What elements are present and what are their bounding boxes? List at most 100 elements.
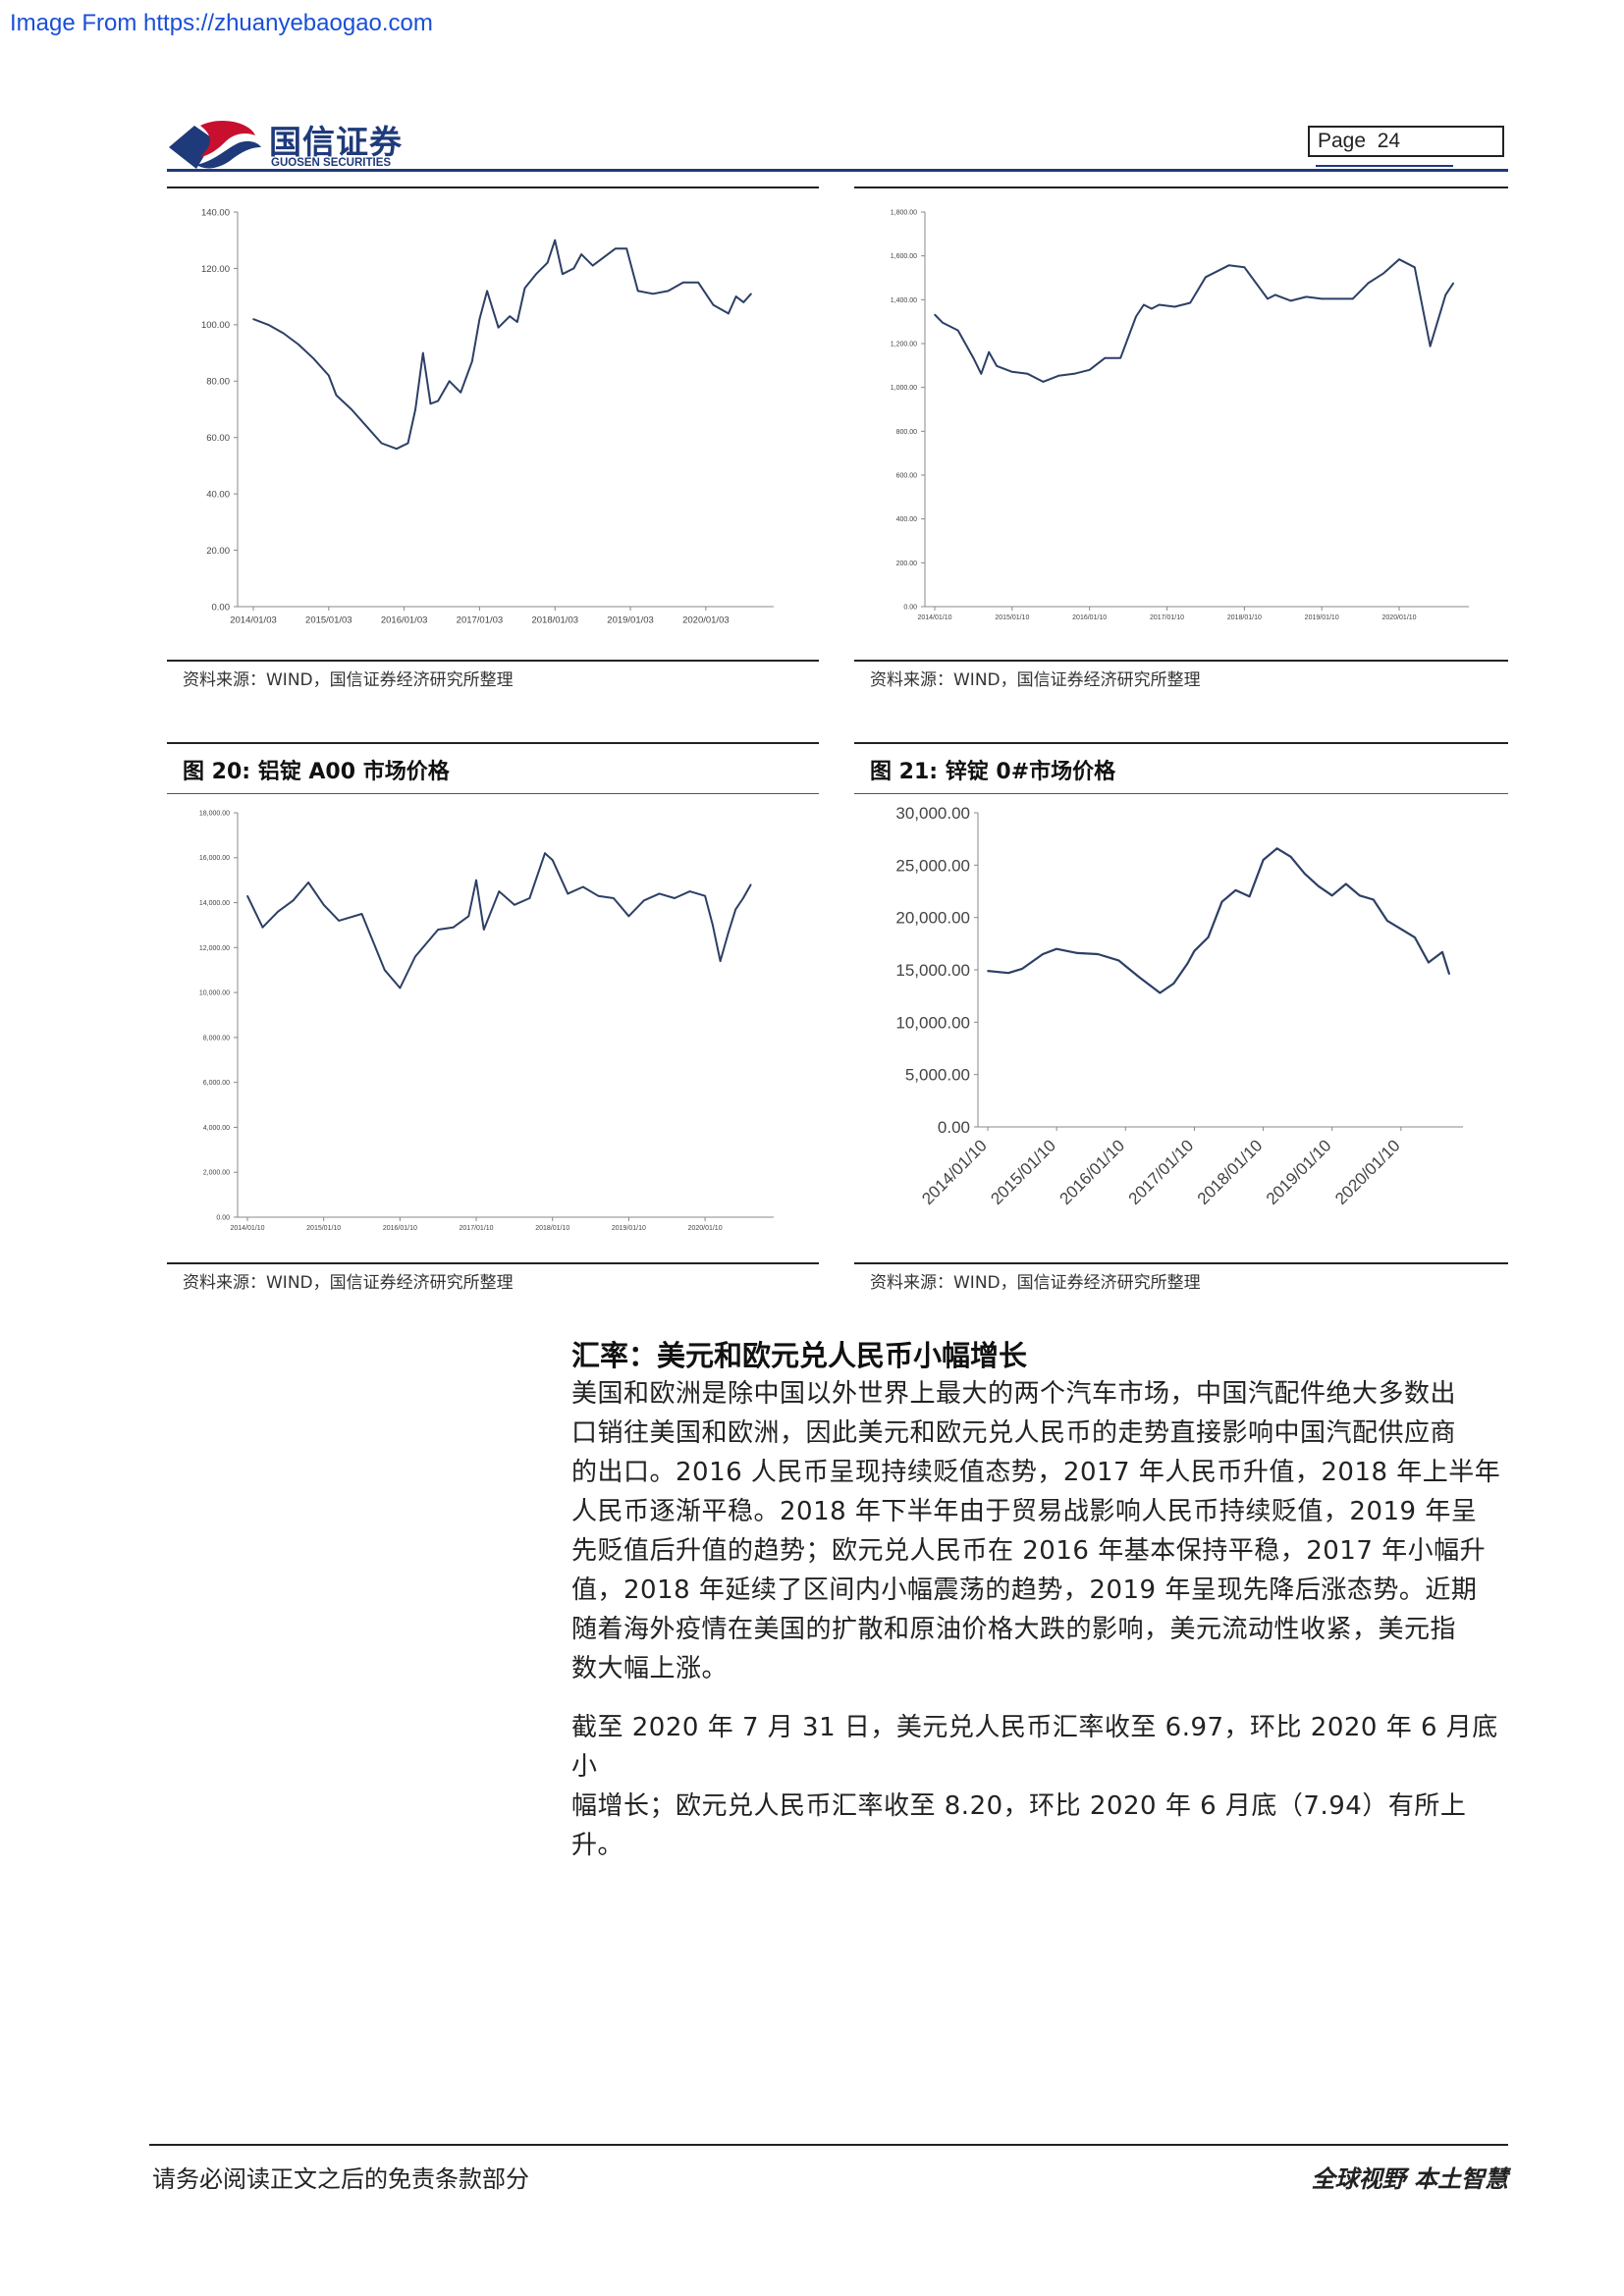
paragraph-latest-rates: 截至 2020 年 7 月 31 日，美元兑人民币汇率收至 6.97，环比 20… [571, 1708, 1509, 1865]
data-point [973, 357, 975, 359]
data-point [750, 883, 752, 885]
y-tick-label: 20,000.00 [895, 909, 970, 928]
data-point [298, 344, 299, 346]
y-tick-label: 800.00 [896, 429, 918, 436]
data-point [1383, 273, 1385, 275]
x-tick-label: 2019/01/10 [612, 1225, 646, 1232]
y-tick-label: 1,600.00 [891, 253, 917, 260]
x-tick-label: 2014/01/10 [230, 1225, 264, 1232]
data-point [1331, 895, 1333, 897]
data-point [449, 381, 451, 383]
x-tick-label: 2020/01/03 [682, 614, 730, 625]
data-point [554, 240, 556, 241]
data-point [652, 294, 654, 295]
data-point [568, 893, 569, 895]
data-point [735, 295, 737, 297]
panel-bottom-right: 图 21: 锌锭 0#市场价格 30,000.00 25,000.00 20,000… [854, 742, 1508, 1292]
data-point [1445, 294, 1447, 296]
source-note: 资料来源：WIND，国信证券经济研究所整理 [183, 1268, 514, 1293]
paragraph-line: 美国和欧洲是除中国以外世界上最大的两个汽车市场，中国汽配件绝大多数出 [571, 1374, 1509, 1414]
x-tick-label: 2019/01/10 [1305, 614, 1339, 621]
footer-disclaimer: 请务必阅读正文之后的免责条款部分 [152, 2160, 529, 2194]
y-tick-label: 200.00 [896, 561, 918, 567]
x-tick-label: 2018/01/03 [531, 614, 578, 625]
data-point [479, 318, 481, 320]
data-point [1159, 304, 1161, 306]
data-point [509, 315, 511, 317]
data-point [1174, 306, 1176, 308]
data-point [996, 365, 998, 367]
paragraph-line: 口销往美国和欧洲，因此美元和欧元兑人民币的走势直接影响中国汽配供应商 [571, 1414, 1509, 1453]
data-point [1386, 920, 1388, 922]
data-point [1135, 316, 1137, 318]
y-tick-label: 10,000.00 [199, 990, 230, 997]
data-point [1043, 381, 1045, 383]
data-point [1228, 265, 1230, 267]
data-point [1007, 972, 1009, 974]
watermark-link[interactable]: Image From https://zhuanyebaogao.com [10, 10, 433, 37]
data-point [1244, 267, 1246, 269]
data-point [625, 248, 627, 250]
data-point [1359, 895, 1361, 897]
data-point [720, 960, 722, 962]
panel-top-rule [854, 187, 1508, 188]
y-tick-label: 1,000.00 [891, 385, 917, 392]
data-point [728, 313, 730, 315]
data-point [1105, 357, 1107, 359]
data-point [396, 448, 398, 450]
x-tick-label: 2019/01/10 [1263, 1136, 1335, 1208]
data-point [674, 897, 676, 899]
data-point [1263, 859, 1265, 861]
figure-title-rule [167, 793, 819, 794]
y-tick-label: 0.00 [212, 602, 231, 613]
data-point [475, 880, 477, 881]
data-point [351, 408, 352, 410]
page-number: 24 [1378, 130, 1400, 152]
data-point [544, 852, 546, 854]
data-point [628, 916, 630, 918]
data-point [1318, 885, 1320, 887]
figure-title-rule [854, 793, 1508, 794]
data-point [1118, 960, 1120, 962]
data-point [400, 988, 402, 989]
paragraph-exchange-rate-trend: 美国和欧洲是除中国以外世界上最大的两个汽车市场，中国汽配件绝大多数出 口销往美国和… [571, 1374, 1509, 1688]
y-tick-label: 80.00 [206, 377, 230, 388]
data-point [1194, 950, 1196, 952]
data-point [437, 929, 439, 931]
panel-bottom-rule [167, 660, 819, 662]
data-point [1205, 277, 1207, 279]
footer-rule [149, 2144, 1508, 2146]
y-tick-label: 16,000.00 [199, 855, 230, 862]
data-point [562, 273, 564, 275]
data-point [1073, 373, 1075, 375]
data-point [1143, 304, 1145, 306]
logo-english-name: GUOSEN SECURITIES [271, 157, 391, 169]
y-tick-label: 6,000.00 [203, 1080, 230, 1087]
x-tick-label: 2016/01/10 [1072, 614, 1107, 621]
data-point [414, 408, 416, 410]
y-tick-label: 60.00 [206, 433, 230, 444]
data-point [529, 897, 531, 899]
logo-chinese-name: 国信证券 [269, 116, 403, 163]
header-rule [167, 169, 1508, 172]
figure-title: 图 20: 铝锭 A00 市场价格 [183, 754, 450, 785]
data-point [1398, 258, 1400, 260]
figure-title: 图 21: 锌锭 0#市场价格 [870, 754, 1115, 785]
y-tick-label: 18,000.00 [199, 810, 230, 817]
data-point [1089, 369, 1091, 371]
data-point [1221, 901, 1223, 903]
y-tick-label: 400.00 [896, 516, 918, 523]
data-point [338, 920, 340, 922]
x-tick-label: 2016/01/03 [381, 614, 428, 625]
data-point [704, 895, 706, 897]
data-point [957, 330, 959, 332]
data-point [1304, 873, 1306, 875]
x-tick-label: 2014/01/03 [230, 614, 277, 625]
data-point [430, 403, 432, 405]
x-tick-label: 2016/01/10 [1056, 1136, 1129, 1208]
y-tick-label: 40.00 [206, 489, 230, 500]
data-point [713, 304, 715, 306]
data-point [742, 897, 744, 899]
data-point [552, 859, 554, 861]
data-point [1414, 936, 1416, 938]
